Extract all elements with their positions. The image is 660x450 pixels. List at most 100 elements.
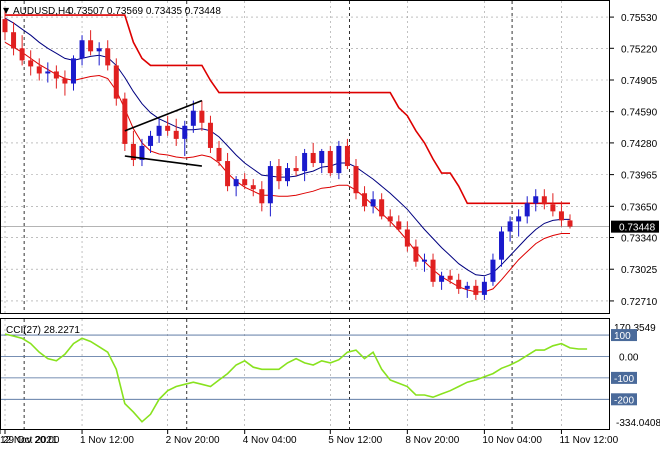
candle-body <box>88 40 94 52</box>
candle-body <box>456 279 462 289</box>
candle-body <box>139 145 145 161</box>
candle-body <box>370 199 376 207</box>
candle-body <box>293 168 299 172</box>
candle-body <box>199 110 205 123</box>
candle-body <box>156 125 162 136</box>
cci-level-label: 100 <box>614 331 631 342</box>
cci-level-label: -200 <box>614 395 634 406</box>
candle-body <box>233 179 239 187</box>
price-tick-label: 0.75530 <box>621 13 658 24</box>
candle-body <box>319 150 325 164</box>
candle-body <box>404 229 410 247</box>
candle-body <box>105 48 111 66</box>
candle-body <box>19 48 25 61</box>
candle-body <box>516 216 522 222</box>
ohlc-values: 0.73507 0.73569 0.73435 0.73448 <box>68 6 221 17</box>
candle-body <box>11 32 17 49</box>
candle-body <box>473 285 479 295</box>
price-tick-label: 0.74905 <box>621 76 658 87</box>
price-tick-label: 0.72710 <box>621 297 658 308</box>
time-axis: 29 Oct 2021 1 Nov 12:00 2 Nov 20:00 4 Nov 0… <box>0 430 619 446</box>
candle-body <box>190 110 196 126</box>
candle-body <box>96 48 102 52</box>
candle-body <box>302 152 308 172</box>
candle-body <box>182 125 188 139</box>
triangle-trendline <box>124 99 203 132</box>
candle-body <box>379 199 385 217</box>
candle-body <box>464 285 470 289</box>
candle-body <box>225 161 231 187</box>
cci-line <box>4 333 588 423</box>
cci-label: CCI(27) 28.2271 <box>6 325 80 336</box>
triangle-pattern <box>124 99 203 167</box>
cci-level-label: 0.00 <box>619 352 639 363</box>
candle-body <box>490 259 496 282</box>
candle-body <box>413 246 419 262</box>
triangle-trendline <box>124 155 202 167</box>
candle-body <box>507 221 513 232</box>
candle-body <box>250 185 256 190</box>
candle-body <box>362 193 368 207</box>
candle-body <box>267 166 273 204</box>
symbol-timeframe: AUDUSD,H4 <box>13 6 71 17</box>
price-tick-label: 0.74280 <box>621 139 658 150</box>
candle-body <box>447 275 453 280</box>
candle-body <box>130 143 136 161</box>
candle-body <box>336 145 342 174</box>
candle-body <box>79 40 85 59</box>
time-tick-label: 4 Nov 04:00 <box>243 435 297 446</box>
time-tick-label: 10 Nov 04:00 <box>482 435 542 446</box>
candle-body <box>122 98 128 144</box>
candle-body <box>36 66 42 74</box>
time-tick-label: 8 Nov 20:00 <box>405 435 459 446</box>
candle-body <box>2 19 8 33</box>
price-tick-label: 0.73340 <box>621 234 658 245</box>
collapse-arrow-icon[interactable]: ▼ <box>3 6 10 15</box>
candle-body <box>310 152 316 164</box>
time-tick-label: 5 Nov 12:00 <box>328 435 382 446</box>
candle-body <box>28 60 34 67</box>
cci-axis: 170.3549 -334.0408 100 0.00 -100 -200 <box>611 323 660 429</box>
candle-body <box>285 168 290 182</box>
time-tick-label: 2 Nov 20:00 <box>166 435 220 446</box>
candle-body <box>481 281 487 295</box>
cci-level-tag <box>611 329 637 342</box>
candle-body <box>53 71 59 79</box>
grid-lines <box>1 1 609 429</box>
candle-body <box>62 78 68 84</box>
chart-header: ▼ AUDUSD,H4 0.73507 0.73569 0.73435 0.73… <box>3 6 221 17</box>
current-price-tag <box>611 220 659 233</box>
time-tick-label: 11 Nov 12:00 <box>559 435 618 446</box>
candle-body <box>216 147 222 162</box>
price-axis: 0.75530 0.75220 0.74905 0.74590 0.74280 0.739… <box>610 13 659 308</box>
candle-body <box>113 65 119 99</box>
price-tick-label: 0.74590 <box>621 108 658 119</box>
price-tick-label: 0.75220 <box>621 44 658 55</box>
candle-body <box>259 189 265 204</box>
price-tick-label: 0.73965 <box>621 171 658 182</box>
envelope-upper-line <box>5 14 570 205</box>
candles <box>2 10 573 300</box>
cci-axis-top: 170.3549 <box>614 323 656 334</box>
candle-body <box>541 196 547 205</box>
candle-body <box>242 179 248 186</box>
candle-body <box>421 259 427 262</box>
time-tick-label: 1 Nov 12:00 <box>80 435 134 446</box>
candle-body <box>353 166 359 194</box>
cci-level-label: -100 <box>614 374 634 385</box>
candle-body <box>45 71 51 74</box>
price-tick-label: 0.73025 <box>621 265 658 276</box>
candle-body <box>567 220 573 227</box>
candle-body <box>396 221 402 230</box>
cci-axis-bottom: -334.0408 <box>616 418 660 429</box>
candle-body <box>148 135 154 146</box>
candle-body <box>558 211 564 221</box>
candle-body <box>207 122 213 148</box>
candle-body <box>499 231 505 260</box>
cci-level-tag <box>611 371 637 384</box>
current-price-label: 0.73448 <box>619 223 656 234</box>
candle-body <box>276 166 282 182</box>
candle-body <box>165 125 171 131</box>
candle-body <box>439 275 445 282</box>
